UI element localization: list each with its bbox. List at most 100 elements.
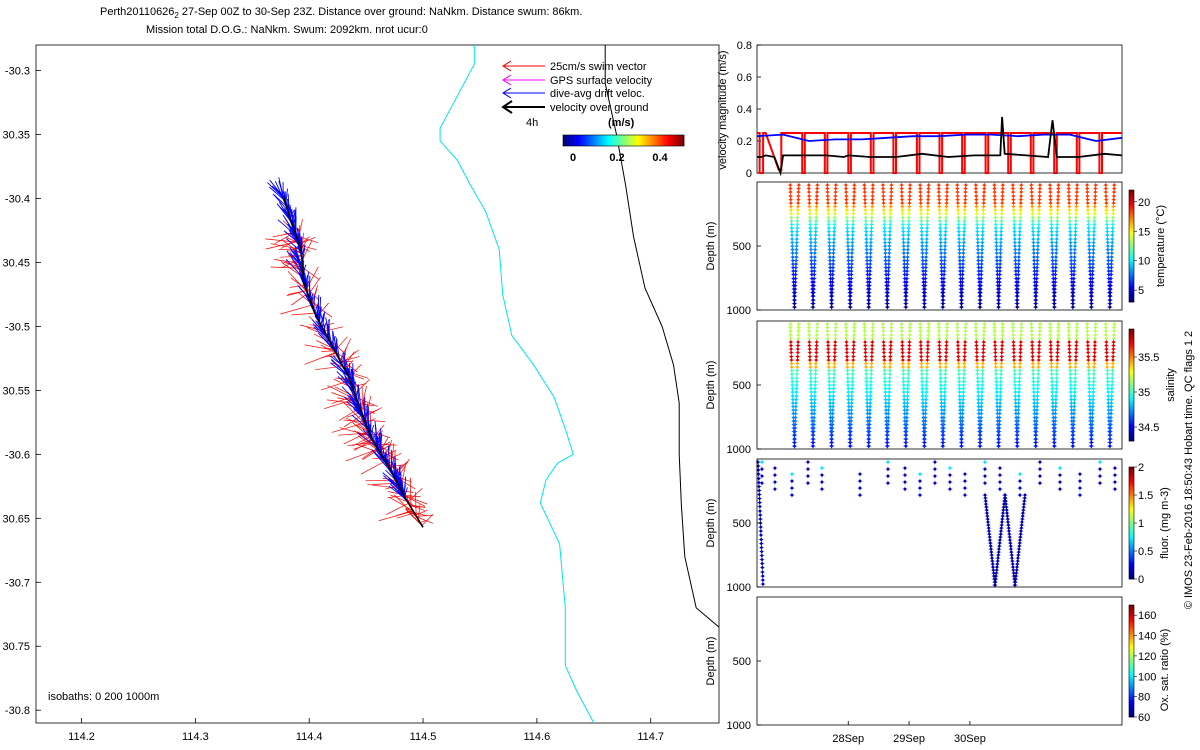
profile-point: ✦ [861, 181, 868, 190]
map-cbar-cell [655, 135, 659, 146]
map-cbar-cell [589, 135, 592, 146]
cbar-cell [1129, 669, 1134, 673]
profile-point: ✦ [795, 188, 802, 197]
drift-vector [306, 271, 309, 292]
title-line-2: Mission total D.O.G.: NaNkm. Swum: 2092k… [146, 24, 428, 36]
profile-point: ✦ [814, 188, 821, 197]
cbar-cell [1129, 543, 1134, 546]
profile-point: ✦ [812, 231, 819, 240]
depth-tick-label: 1000 [727, 720, 751, 732]
swim-vector [410, 477, 412, 508]
map-cbar-cell [637, 135, 640, 146]
profile-point: ✦ [1051, 442, 1058, 451]
profile-point: ✦ [788, 224, 795, 233]
profile-point: ✦ [792, 285, 799, 294]
map-cbar-cell [673, 135, 677, 146]
cbar-cell [1129, 284, 1134, 287]
swim-vector [421, 514, 434, 526]
cbar-tick-label: 0.5 [1138, 546, 1153, 558]
cbar-cell [1129, 427, 1134, 431]
profile-point: ✦ [883, 271, 890, 280]
profile-point: ✦ [1112, 485, 1119, 494]
map-cbar-cell [629, 135, 632, 146]
map-ytick-label: -30.8 [5, 705, 30, 717]
swim-vector [371, 424, 385, 440]
profile-point: ✦ [887, 213, 894, 222]
profile-point: ✦ [833, 181, 840, 190]
drift-vector [285, 258, 304, 279]
map-cbar-cell [595, 135, 598, 146]
map-cbar-cell [679, 135, 683, 146]
profile-point: ✦ [864, 256, 871, 265]
map-colorbar [563, 135, 685, 146]
profile-point: ✦ [995, 442, 1002, 451]
profile-point: ✦ [843, 185, 850, 194]
swim-vector [308, 315, 326, 334]
profile-point: ✦ [830, 267, 837, 276]
map-cbar-tick-1: 0.2 [609, 152, 624, 164]
profile-point: ✦ [864, 278, 871, 287]
map-cbar-cell [573, 135, 576, 146]
map-cbar-cell [617, 135, 620, 146]
profile-point: ✦ [831, 224, 838, 233]
drift-vector [273, 194, 289, 211]
cbar-cell [1129, 710, 1134, 713]
profile-point: ✦ [1057, 485, 1064, 494]
profile-point: ✦ [847, 303, 854, 312]
drift-vector [341, 375, 356, 395]
profile-point: ✦ [791, 289, 798, 298]
cbar-cell [1129, 696, 1134, 700]
cbar-cell [1129, 436, 1134, 440]
map-ytick-label: 30.65 [2, 513, 30, 525]
profile-point: ✦ [830, 242, 837, 251]
map-frame [35, 44, 720, 724]
cbar-cell [1129, 656, 1134, 660]
profile-point: ✦ [883, 274, 890, 283]
profile-point: ✦ [881, 224, 888, 233]
profile-point: ✦ [883, 289, 890, 298]
profile-point: ✦ [861, 192, 868, 201]
profile-point: ✦ [882, 249, 889, 258]
map-cbar-cell [601, 135, 604, 146]
cbar-cell [1129, 243, 1134, 247]
cbar-cell [1129, 665, 1134, 669]
profile-point: ✦ [865, 289, 872, 298]
profile-point: ✦ [826, 253, 833, 262]
profile-point: ✦ [794, 213, 801, 222]
profile-point: ✦ [847, 292, 854, 301]
salinity-colorbar: 34.5 35 35.5 [1128, 328, 1159, 442]
profile-point: ✦ [888, 185, 895, 194]
drift-vector [357, 384, 362, 413]
profile-point: ✦ [827, 267, 834, 276]
fluorescence-ylabel: Depth (m) [705, 499, 717, 548]
profile-point: ✦ [807, 217, 814, 226]
fluorescence-cbar-label: fluor. (mg m-3) [1159, 487, 1171, 559]
map-ytick-label: 30.55 [2, 385, 30, 397]
cbar-cell [1129, 645, 1134, 648]
profile-point: ✦ [788, 217, 795, 226]
profile-point: ✦ [792, 278, 799, 287]
swim-vector [280, 304, 312, 315]
swim-vector [416, 516, 434, 524]
profile-point: ✦ [807, 228, 814, 237]
swim-vector [395, 510, 413, 517]
profile-point: ✦ [864, 260, 871, 269]
map-cbar-cell [657, 135, 661, 146]
profile-point: ✦ [865, 296, 872, 305]
map-cbar-cell [645, 135, 648, 146]
profile-point: ✦ [849, 235, 856, 244]
swim-vector [331, 422, 366, 433]
cbar-cell [1129, 570, 1134, 573]
cbar-cell [1129, 605, 1134, 608]
cbar-cell [1129, 500, 1134, 504]
profile-point: ✦ [807, 213, 814, 222]
profile-point: ✦ [881, 210, 888, 219]
map-cbar-cell [575, 135, 578, 146]
profile-point: ✦ [790, 264, 797, 273]
profile-point: ✦ [808, 267, 815, 276]
profile-point: ✦ [825, 221, 832, 230]
profile-point: ✦ [826, 249, 833, 258]
profile-point: ✦ [962, 491, 969, 500]
cbar-cell [1129, 507, 1134, 510]
cbar-tick-label: 1 [1138, 518, 1144, 530]
